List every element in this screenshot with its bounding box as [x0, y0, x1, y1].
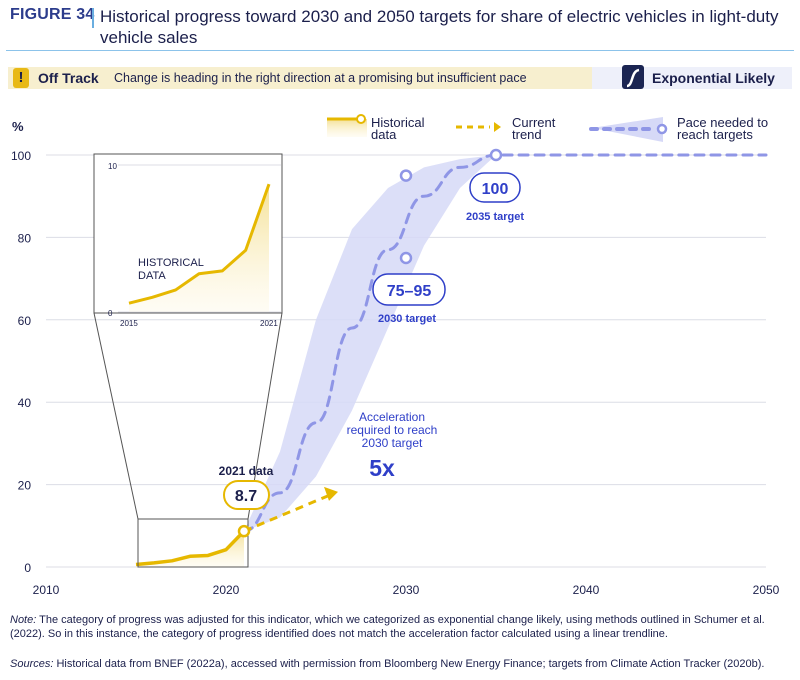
- legend-trend-label: Current: [512, 115, 556, 130]
- header-divider: [92, 8, 94, 28]
- zoom-connector-left: [93, 312, 139, 520]
- legend-historical-label: Historical: [371, 115, 425, 130]
- y-tick-label: 20: [18, 479, 32, 493]
- note-text: The category of progress was adjusted fo…: [10, 614, 765, 640]
- historical-area: [136, 531, 244, 567]
- inset-area: [129, 184, 269, 312]
- target-2030-value: 75–95: [387, 283, 432, 300]
- latest-data-marker: [237, 524, 251, 538]
- acceleration-text: Acceleration: [359, 410, 425, 424]
- y-tick-label: 0: [24, 561, 31, 575]
- acceleration-text: 2030 target: [362, 436, 423, 450]
- category-label: Exponential Likely: [652, 70, 775, 86]
- target-2030-marker: [399, 169, 413, 182]
- legend-trend-label: trend: [512, 127, 542, 142]
- status-bar: ! Off Track Change is heading in the rig…: [8, 67, 592, 89]
- y-tick-label: 60: [18, 314, 32, 328]
- sources-label: Sources:: [10, 658, 54, 670]
- pace-band: [244, 155, 496, 532]
- target-2030-caption: 2030 target: [378, 313, 436, 325]
- inset-y-tick: 10: [108, 162, 117, 171]
- acceleration-text: required to reach: [347, 423, 438, 437]
- target-2030-pill: [372, 273, 446, 306]
- legend-pace-marker: [656, 123, 668, 135]
- footnote: Note: The category of progress was adjus…: [10, 613, 790, 641]
- acceleration-value: 5x: [369, 455, 395, 481]
- legend-trend-arrow: [494, 122, 501, 132]
- target-2035-pill: [469, 172, 521, 203]
- figure-label: FIGURE 34: [10, 6, 95, 23]
- exponential-curve-icon: [622, 65, 644, 89]
- y-tick-label: 40: [18, 396, 32, 410]
- y-tick-label: 80: [18, 231, 32, 245]
- header-rule: [6, 50, 794, 51]
- y-tick-label: 100: [11, 149, 31, 163]
- inset-x-tick: 2015: [120, 319, 138, 328]
- legend-historical-label: data: [371, 127, 397, 142]
- sources-text: Historical data from BNEF (2022a), acces…: [53, 658, 765, 670]
- y-axis-label: %: [12, 119, 24, 134]
- current-trend-line: [243, 494, 329, 533]
- legend-historical-marker: [356, 114, 366, 124]
- status-label: Off Track: [38, 70, 99, 86]
- inset-line: [128, 183, 271, 305]
- x-tick-label: 2020: [213, 583, 240, 597]
- latest-data-value: 8.7: [235, 488, 257, 505]
- legend-pace-label: reach targets: [677, 127, 753, 142]
- inset-x-tick: 2021: [260, 319, 278, 328]
- x-tick-label: 2040: [573, 583, 600, 597]
- historical-line: [135, 529, 246, 567]
- exclamation-icon: !: [13, 68, 29, 88]
- latest-data-caption: 2021 data: [219, 464, 274, 478]
- category-badge: Exponential Likely: [592, 65, 792, 89]
- zoom-box: [137, 518, 249, 568]
- inset-y-tick: 0: [108, 309, 113, 318]
- inset-label: HISTORICAL: [138, 257, 204, 269]
- legend-pace-band: [592, 117, 663, 142]
- target-2030-marker: [399, 251, 413, 265]
- x-tick-label: 2050: [753, 583, 780, 597]
- legend-pace-label: Pace needed to: [677, 115, 768, 130]
- legend-historical-swatch: [327, 119, 367, 137]
- target-2035-value: 100: [482, 181, 509, 198]
- figure-title: Historical progress toward 2030 and 2050…: [100, 7, 779, 47]
- target-2035-marker: [489, 148, 503, 162]
- status-description: Change is heading in the right direction…: [114, 71, 527, 85]
- sources: Sources: Historical data from BNEF (2022…: [10, 658, 800, 670]
- current-trend-arrowhead: [324, 486, 338, 501]
- target-2035-caption: 2035 target: [466, 211, 524, 223]
- note-label: Note:: [10, 614, 37, 626]
- x-tick-label: 2030: [393, 583, 420, 597]
- x-tick-label: 2010: [33, 583, 60, 597]
- latest-data-pill: [223, 480, 270, 510]
- inset-label: DATA: [138, 270, 166, 282]
